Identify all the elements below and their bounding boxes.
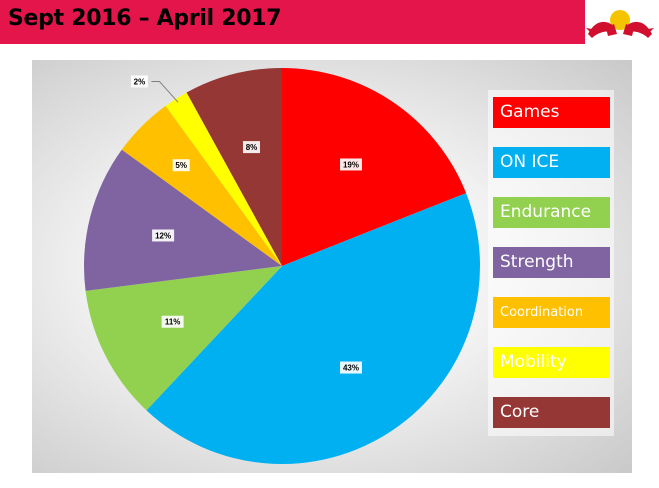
data-label-endurance: 11% (165, 318, 181, 327)
data-label-box-games (340, 158, 363, 171)
data-label-mobility: 2% (134, 77, 146, 86)
data-label-games: 19% (343, 160, 359, 169)
pie-slice-endurance (85, 266, 283, 411)
leader-line-mobility (151, 80, 179, 103)
data-label-box-core (242, 141, 260, 154)
data-label-box-mobility (130, 75, 148, 88)
red-bull-logo-icon (586, 10, 654, 38)
page-title: Sept 2016 – April 2017 (8, 6, 282, 31)
pie-slice-mobility (165, 92, 282, 267)
legend-item-mobility: Mobility (493, 347, 610, 378)
legend-item-coordination: Coordination (493, 297, 610, 328)
data-label-box-on-ice (340, 361, 363, 374)
pie-slice-strength (84, 149, 283, 291)
data-label-coordination: 5% (175, 161, 187, 170)
pie-slice-coordination (121, 105, 282, 266)
legend-item-on-ice: ON ICE (493, 147, 610, 178)
legend-item-games: Games (493, 97, 610, 128)
legend-item-strength: Strength (493, 247, 610, 278)
data-label-box-endurance (161, 315, 184, 328)
header-bar: Sept 2016 – April 2017 (0, 0, 585, 44)
data-label-box-strength (152, 229, 175, 242)
data-label-core: 8% (246, 143, 258, 152)
pie-slice-on-ice (146, 193, 481, 465)
pie-slice-core (186, 68, 282, 266)
data-label-box-coordination (172, 159, 190, 172)
legend-item-endurance: Endurance (493, 197, 610, 228)
data-label-on-ice: 43% (343, 364, 359, 373)
data-label-strength: 12% (155, 231, 171, 240)
legend-item-core: Core (493, 397, 610, 428)
pie-slice-games (282, 68, 467, 266)
